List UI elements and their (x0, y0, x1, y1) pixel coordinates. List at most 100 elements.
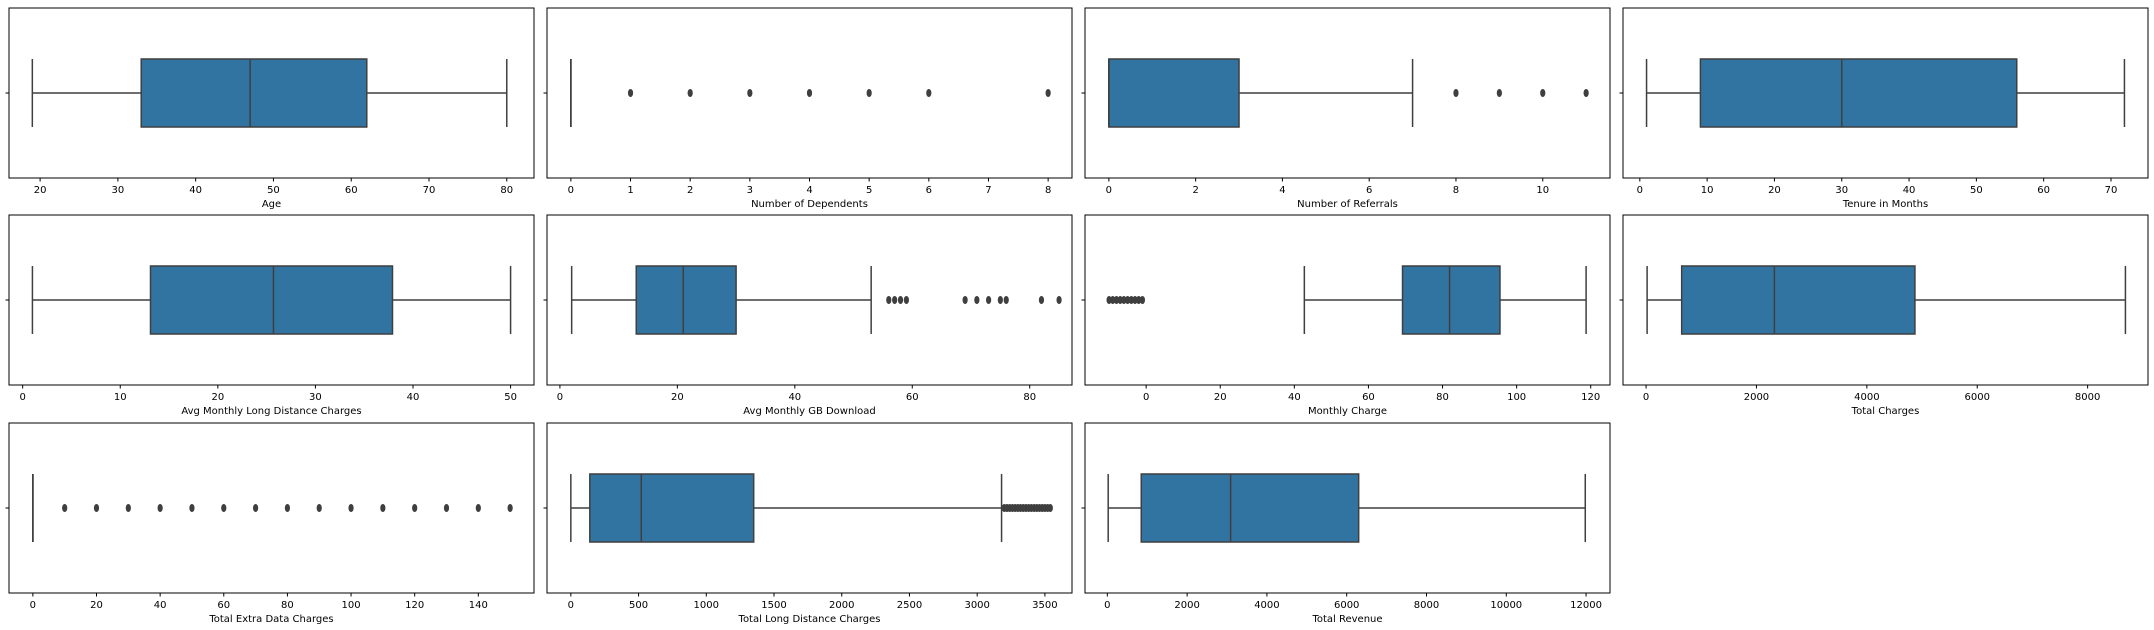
x-tick-label: 0 (1106, 185, 1112, 196)
x-tick-label: 80 (1436, 392, 1449, 403)
x-tick-label: 50 (267, 185, 280, 196)
outlier-point (1106, 296, 1112, 304)
x-tick-label: 10 (1701, 185, 1714, 196)
outlier-point (189, 504, 195, 512)
x-tick-label: 70 (423, 185, 436, 196)
outlier-point (806, 89, 813, 97)
boxplot-panel: 0 20 40 60 80 Avg Monthly GB Download (543, 214, 1073, 417)
x-tick-label: 6 (926, 185, 932, 196)
x-tick-label: 40 (407, 392, 420, 403)
boxplot-panel: 0 20 40 60 80 100 120 140 Total Extra Data Charg… (5, 422, 535, 625)
x-axis-label: Age (262, 199, 281, 210)
x-tick-label: 100 (1507, 392, 1526, 403)
x-tick-label: 0 (568, 185, 574, 196)
outlier-point (1453, 89, 1459, 97)
x-tick-label: 3000 (964, 600, 989, 611)
iqr-box (149, 265, 394, 335)
x-tick-label: 0 (568, 600, 574, 611)
x-tick-label: 1 (627, 185, 633, 196)
boxplot-panel: 0 20 40 60 80 100 120 Monthly Charge (1081, 214, 1611, 417)
x-tick-label: 0 (19, 392, 25, 403)
outlier-point (903, 296, 909, 304)
x-tick-label: 50 (504, 392, 517, 403)
x-tick-label: 2000 (1744, 392, 1769, 403)
outlier-point (986, 296, 992, 304)
x-tick-label: 40 (1903, 185, 1916, 196)
outlier-point (1496, 89, 1502, 97)
iqr-box (635, 265, 737, 335)
x-tick-label: 120 (1581, 392, 1600, 403)
outlier-point (93, 504, 100, 512)
outlier-point (1136, 296, 1142, 304)
x-tick-label: 60 (217, 600, 230, 611)
iqr-box (1108, 58, 1240, 128)
boxplot-panel: 0 2 4 6 8 10 Number of Referrals (1081, 7, 1611, 210)
x-axis-label: Total Charges (1851, 406, 1920, 417)
x-tick-label: 0 (1104, 600, 1110, 611)
iqr-box (1401, 265, 1501, 335)
outlier-point (892, 296, 898, 304)
x-tick-label: 6 (1366, 185, 1372, 196)
outlier-point (125, 504, 131, 512)
x-tick-label: 2000 (1174, 600, 1199, 611)
x-tick-label: 12000 (1570, 600, 1602, 611)
x-axis-label: Total Revenue (1311, 614, 1382, 625)
x-tick-label: 0 (557, 392, 563, 403)
x-axis-label: Total Extra Data Charges (208, 614, 333, 625)
x-tick-label: 40 (154, 600, 167, 611)
outlier-point (412, 504, 418, 512)
x-tick-label: 20 (34, 185, 47, 196)
boxplot-panel: 20 30 40 50 60 70 80 Age (5, 7, 535, 210)
outlier-point (316, 504, 322, 512)
outlier-point (443, 504, 450, 512)
outlier-point (1117, 296, 1123, 304)
outlier-point (1540, 89, 1546, 97)
x-tick-label: 10000 (1490, 600, 1522, 611)
x-tick-label: 20 (90, 600, 103, 611)
iqr-box (140, 58, 368, 128)
outlier-point (926, 89, 932, 97)
x-tick-label: 0 (1637, 185, 1643, 196)
x-tick-label: 60 (1362, 392, 1375, 403)
boxplot-panel: 0 500 1000 1500 2000 2500 3000 3500 Total Long D… (543, 422, 1073, 625)
x-tick-label: 6000 (1334, 600, 1359, 611)
outlier-point (1113, 296, 1120, 304)
iqr-box (589, 473, 755, 543)
x-tick-label: 500 (629, 600, 648, 611)
outlier-point (380, 504, 386, 512)
outlier-point (1047, 504, 1053, 512)
boxplot-panel: 0 2000 4000 6000 8000 10000 12000 Total Revenue (1081, 422, 1611, 625)
iqr-box (1680, 265, 1916, 335)
outlier-point (1110, 296, 1116, 304)
outlier-point (1121, 296, 1127, 304)
outlier-point (221, 504, 227, 512)
outlier-point (475, 504, 481, 512)
x-tick-label: 8 (1453, 185, 1459, 196)
outlier-point (997, 296, 1003, 304)
outlier-point (1056, 296, 1062, 304)
x-tick-label: 20 (1214, 392, 1227, 403)
x-tick-label: 50 (1970, 185, 1983, 196)
x-tick-label: 0 (30, 600, 36, 611)
x-tick-label: 100 (341, 600, 360, 611)
x-axis-label: Number of Dependents (751, 199, 868, 210)
x-tick-label: 80 (281, 600, 294, 611)
iqr-box (1699, 58, 2018, 128)
x-tick-label: 40 (788, 392, 801, 403)
x-tick-label: 5 (866, 185, 872, 196)
x-tick-label: 120 (405, 600, 424, 611)
outlier-point (1139, 296, 1146, 304)
boxplot-panel: 0 2000 4000 6000 8000 Total Charges (1619, 214, 2149, 417)
outlier-point (886, 296, 892, 304)
x-tick-label: 20 (211, 392, 224, 403)
x-axis-label: Avg Monthly GB Download (743, 406, 875, 417)
x-tick-label: 3500 (1032, 600, 1057, 611)
outlier-point (348, 504, 354, 512)
boxplot-panel: 0 1 2 3 4 5 6 7 8 Number of Dependents (543, 7, 1073, 210)
boxplot-panel: 0 10 20 30 40 50 Avg Monthly Long Distance Cha… (5, 214, 535, 417)
x-tick-label: 8 (1045, 185, 1051, 196)
boxplot-panel: 0 10 20 30 40 50 60 70 Tenure in Months (1619, 7, 2149, 210)
x-tick-label: 10 (114, 392, 127, 403)
outlier-point (747, 89, 753, 97)
